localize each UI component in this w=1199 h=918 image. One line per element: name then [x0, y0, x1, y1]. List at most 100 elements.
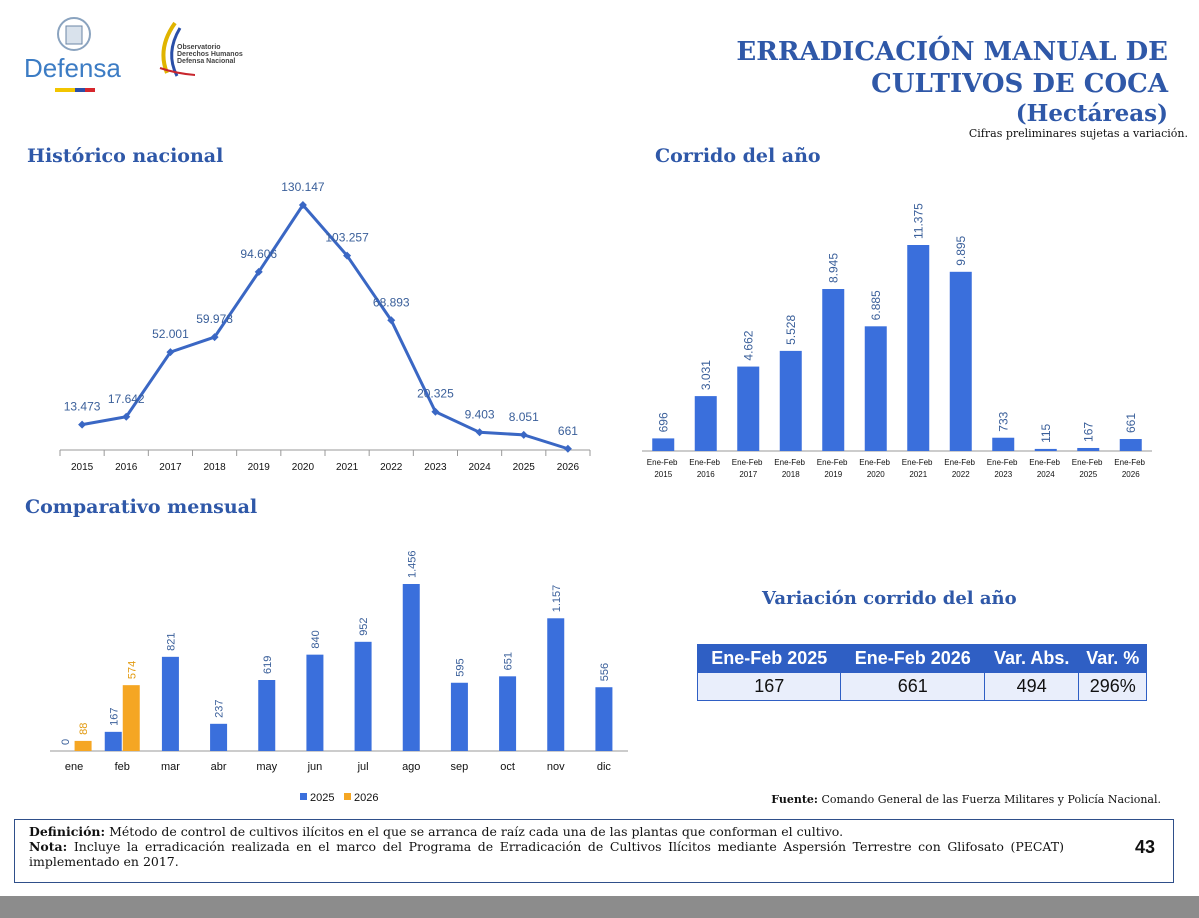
- cell: 661: [840, 672, 985, 701]
- x-tick-label: Ene-Feb 2024: [1029, 458, 1062, 479]
- data-label: 115: [1039, 423, 1053, 442]
- data-label: 696: [656, 412, 670, 432]
- legend-label: 2025: [310, 792, 334, 804]
- point: [431, 407, 440, 416]
- x-tick-label: 2021: [336, 462, 359, 473]
- point: [122, 412, 131, 421]
- bar: [737, 366, 760, 451]
- data-label: 3.031: [699, 360, 713, 390]
- x-tick-label: may: [256, 761, 277, 773]
- section-title: Corrido del año: [655, 145, 821, 167]
- bar: [210, 723, 228, 751]
- point: [210, 333, 219, 342]
- x-tick-label: Ene-Feb 2025: [1072, 458, 1105, 479]
- bar: [1119, 439, 1142, 451]
- x-tick-label: Ene-Feb 2026: [1114, 458, 1147, 479]
- bar-chart: 696 Ene-Feb 2015 3.031 Ene-Feb 2016 4.662 Ene…: [642, 203, 1152, 479]
- bar: [992, 437, 1015, 451]
- bar: [907, 245, 930, 451]
- legend-swatch: [344, 793, 351, 800]
- definition: Definición: Método de control de cultivo…: [29, 824, 1064, 839]
- note-label: Nota:: [29, 839, 68, 854]
- point: [254, 267, 263, 276]
- bar: [822, 289, 845, 451]
- section-title: Variación corrido del año: [762, 588, 1017, 609]
- title-line: CULTIVOS DE COCA: [871, 69, 1168, 99]
- point: [387, 316, 396, 325]
- source-text: Comando General de las Fuerza Militares …: [821, 793, 1161, 806]
- x-tick-label: 2017: [159, 462, 182, 473]
- cell: 296%: [1078, 672, 1147, 701]
- x-tick-label: nov: [547, 761, 565, 773]
- x-tick-label: 2015: [71, 462, 94, 473]
- x-tick-label: Ene-Feb 2020: [859, 458, 892, 479]
- data-label: 17.642: [108, 392, 145, 406]
- data-label: 556: [599, 663, 611, 681]
- bar: [779, 350, 802, 451]
- x-tick-label: Ene-Feb 2023: [987, 458, 1020, 479]
- x-tick-label: 2019: [248, 462, 271, 473]
- page-number: 43: [1134, 837, 1155, 857]
- data-label: 88: [78, 723, 90, 735]
- observatory-logo: Observatorio Derechos Humanos Defensa Na…: [155, 18, 255, 80]
- bar: [547, 618, 565, 751]
- data-label: 651: [503, 652, 515, 670]
- legend-swatch: [300, 793, 307, 800]
- bar: [402, 584, 420, 751]
- x-tick-label: 2016: [115, 462, 138, 473]
- crest: [57, 17, 91, 51]
- section-title: Histórico nacional: [27, 145, 224, 167]
- bar: [864, 326, 887, 451]
- data-label: 9.895: [954, 235, 968, 265]
- prelim-note: Cifras preliminares sujetas a variación.: [968, 127, 1188, 140]
- data-label: 840: [310, 630, 322, 648]
- point: [519, 430, 528, 439]
- data-label: 237: [214, 699, 226, 717]
- data-label: 94.606: [240, 247, 277, 261]
- data-label: 167: [1081, 422, 1095, 442]
- data-label: 619: [262, 656, 274, 674]
- source-label: Fuente:: [771, 793, 818, 806]
- data-label: 167: [108, 707, 120, 725]
- data-label: 574: [126, 661, 138, 679]
- x-tick-label: 2024: [468, 462, 491, 473]
- definition-label: Definición:: [29, 824, 106, 839]
- data-label: 8.051: [509, 410, 539, 424]
- data-label: 13.473: [64, 400, 101, 414]
- logo: Defensa: [22, 8, 132, 93]
- data-label: 11.375: [911, 203, 925, 239]
- bar: [1077, 447, 1100, 451]
- main-title: ERRADICACIÓN MANUAL DE CULTIVOS DE COCA …: [736, 36, 1168, 128]
- bar: [1034, 448, 1057, 451]
- bar: [104, 731, 122, 751]
- observatory-text: Observatorio Derechos Humanos Defensa Na…: [177, 44, 243, 65]
- data-label: 733: [996, 411, 1010, 431]
- data-label: 6.885: [869, 290, 883, 320]
- data-label: 52.001: [152, 327, 189, 341]
- legend-label: 2026: [354, 792, 378, 804]
- data-label: 8.945: [826, 253, 840, 283]
- x-tick-label: mar: [161, 761, 180, 773]
- point: [298, 201, 307, 209]
- logo-text: Defensa: [24, 53, 121, 83]
- data-label: 595: [454, 658, 466, 676]
- cell: 167: [696, 672, 842, 701]
- bar: [652, 438, 675, 451]
- data-label: 59.978: [196, 312, 233, 326]
- bar: [74, 740, 92, 751]
- header-cell: Var. Abs.: [983, 644, 1080, 673]
- bar: [450, 682, 468, 751]
- x-tick-label: Ene-Feb 2021: [902, 458, 935, 479]
- header-cell: Ene-Feb 2026: [840, 644, 985, 673]
- x-tick-label: jun: [307, 761, 323, 773]
- point: [78, 420, 87, 429]
- data-label: 5.528: [784, 315, 798, 345]
- data-label: 661: [558, 424, 578, 438]
- data-label: 103.257: [325, 231, 369, 245]
- data-label: 4.662: [741, 330, 755, 360]
- header-cell: Var. %: [1078, 644, 1147, 673]
- x-tick-label: 2020: [292, 462, 315, 473]
- bar: [694, 396, 717, 451]
- observatory-line: Defensa Nacional: [177, 58, 236, 65]
